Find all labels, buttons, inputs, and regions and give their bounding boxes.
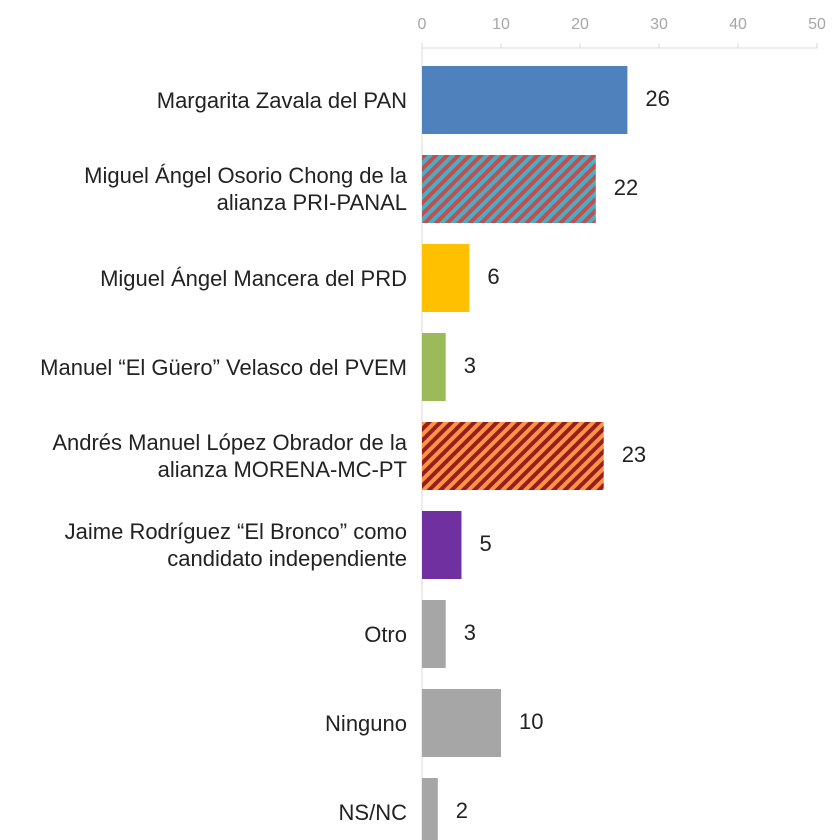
value-label: 26 <box>645 86 669 111</box>
category-label: Manuel “El Güero” Velasco del PVEM <box>40 354 407 380</box>
bar <box>422 333 446 401</box>
x-tick-label: 40 <box>729 16 747 33</box>
value-label: 3 <box>464 620 476 645</box>
bar <box>422 600 446 668</box>
x-tick-label: 20 <box>571 16 589 33</box>
x-tick-label: 0 <box>418 16 427 33</box>
x-tick-label: 10 <box>492 16 510 33</box>
category-label: Andrés Manuel López Obrador de la alianz… <box>52 430 407 482</box>
value-label: 3 <box>464 353 476 378</box>
value-label: 22 <box>614 175 638 200</box>
value-label: 2 <box>456 798 468 823</box>
x-tick-label: 50 <box>808 16 826 33</box>
bar <box>422 422 604 490</box>
category-label: Miguel Ángel Osorio Chong de la alianza … <box>84 163 407 215</box>
value-label: 10 <box>519 709 543 734</box>
category-label: Miguel Ángel Mancera del PRD <box>100 265 407 291</box>
bar <box>422 155 596 223</box>
bar <box>422 689 501 757</box>
value-label: 23 <box>622 442 646 467</box>
x-tick-label: 30 <box>650 16 668 33</box>
category-label: Otro <box>364 621 407 647</box>
value-label: 5 <box>480 531 492 556</box>
category-label: Jaime Rodríguez “El Bronco” como candida… <box>64 519 407 571</box>
value-label: 6 <box>487 264 499 289</box>
bar <box>422 511 462 579</box>
category-label: Margarita Zavala del PAN <box>156 87 407 113</box>
category-label: NS/NC <box>338 799 407 825</box>
bar <box>422 66 628 134</box>
category-label: Ninguno <box>325 710 407 736</box>
bar <box>422 244 470 312</box>
bar <box>422 778 438 840</box>
